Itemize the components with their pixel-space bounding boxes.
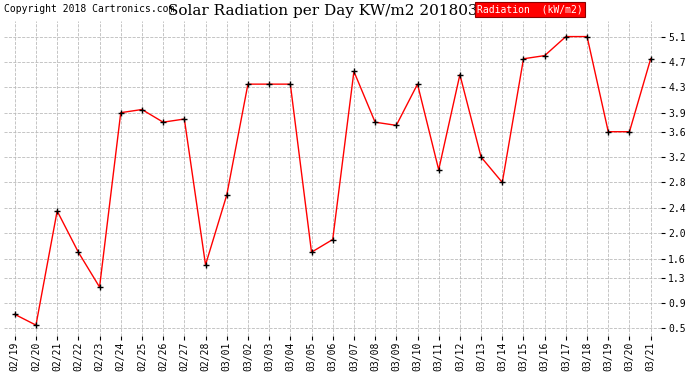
Text: Copyright 2018 Cartronics.com: Copyright 2018 Cartronics.com (4, 4, 175, 14)
Title: Solar Radiation per Day KW/m2 20180321: Solar Radiation per Day KW/m2 20180321 (168, 4, 497, 18)
Text: Radiation  (kW/m2): Radiation (kW/m2) (477, 4, 583, 14)
